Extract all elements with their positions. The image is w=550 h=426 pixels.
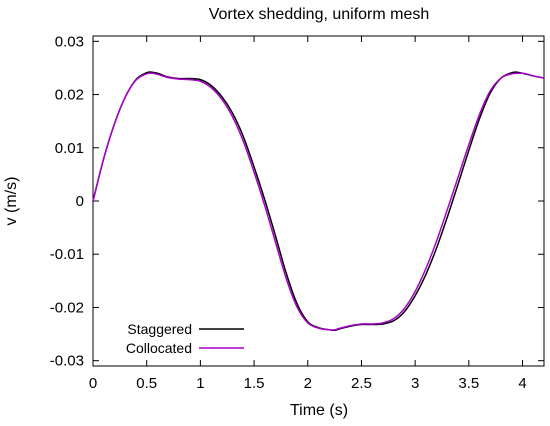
legend-label-collocated: Collocated <box>126 340 192 356</box>
x-tick-label: 2 <box>304 375 312 392</box>
x-tick-labels: 0 0.5 1 1.5 2 2.5 3 3.5 4 <box>89 375 527 392</box>
x-tick-label: 4 <box>518 375 526 392</box>
x-tick-label: 2.5 <box>351 375 372 392</box>
y-tick-label: 0.01 <box>55 140 84 157</box>
x-tick-label: 0 <box>89 375 97 392</box>
y-tick-label: -0.03 <box>50 353 84 370</box>
y-tick-label: -0.01 <box>50 246 84 263</box>
series-lines <box>92 71 545 332</box>
chart-title: Vortex shedding, uniform mesh <box>209 6 430 23</box>
x-tick-label: 1 <box>196 375 204 392</box>
x-tick-label: 3 <box>411 375 419 392</box>
legend-label-staggered: Staggered <box>127 321 192 337</box>
x-axis-title: Time (s) <box>290 402 348 419</box>
y-tick-label: 0.02 <box>55 87 84 104</box>
y-tick-label: 0 <box>76 193 84 210</box>
x-tick-label: 3.5 <box>458 375 479 392</box>
plot-frame <box>92 35 545 367</box>
axis-ticks <box>92 36 544 366</box>
y-tick-label: 0.03 <box>55 33 84 50</box>
x-tick-label: 0.5 <box>136 375 157 392</box>
y-tick-label: -0.02 <box>50 299 84 316</box>
y-axis-title: v (m/s) <box>3 177 20 226</box>
x-tick-label: 1.5 <box>244 375 265 392</box>
y-tick-labels: 0.03 0.02 0.01 0 -0.01 -0.02 -0.03 <box>50 33 84 369</box>
legend: Staggered Collocated <box>126 321 244 356</box>
series-line-staggered <box>92 71 545 332</box>
series-line-collocated <box>92 72 545 331</box>
